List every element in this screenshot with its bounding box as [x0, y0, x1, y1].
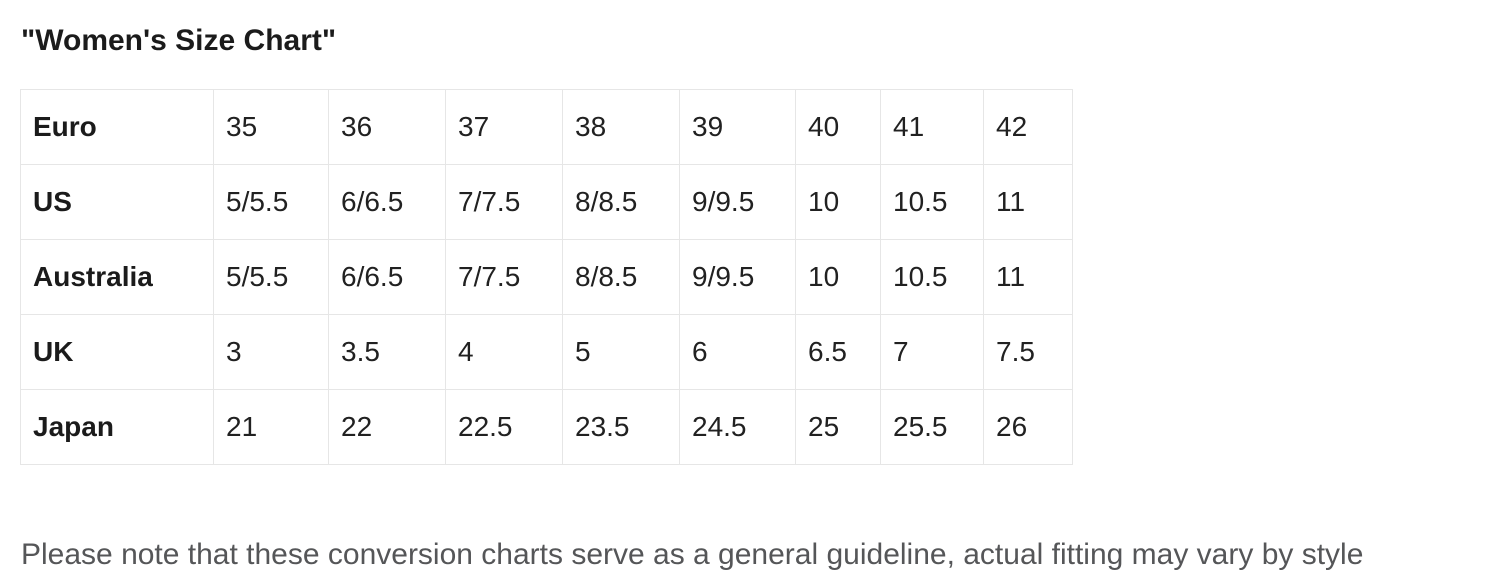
size-cell: 9/9.5 — [679, 239, 796, 315]
size-cell: 35 — [213, 89, 329, 165]
size-cell: 8/8.5 — [562, 239, 680, 315]
size-cell: 36 — [328, 89, 446, 165]
page-title: "Women's Size Chart" — [21, 24, 337, 57]
size-cell: 10.5 — [880, 164, 984, 240]
size-cell: 37 — [445, 89, 563, 165]
size-cell: 42 — [983, 89, 1073, 165]
table-row: UK 3 3.5 4 5 6 6.5 7 7.5 — [20, 314, 1073, 390]
size-cell: 22 — [328, 389, 446, 465]
size-cell: 25 — [795, 389, 881, 465]
table-row: Japan 21 22 22.5 23.5 24.5 25 25.5 26 — [20, 389, 1073, 465]
size-cell: 24.5 — [679, 389, 796, 465]
row-label: UK — [20, 314, 214, 390]
size-cell: 11 — [983, 239, 1073, 315]
size-cell: 10 — [795, 239, 881, 315]
size-cell: 5 — [562, 314, 680, 390]
size-cell: 8/8.5 — [562, 164, 680, 240]
size-cell: 38 — [562, 89, 680, 165]
size-cell: 26 — [983, 389, 1073, 465]
row-label: US — [20, 164, 214, 240]
guideline-note: Please note that these conversion charts… — [21, 538, 1364, 571]
table-row: Australia 5/5.5 6/6.5 7/7.5 8/8.5 9/9.5 10 10.5… — [20, 239, 1073, 315]
table-row: Euro 35 36 37 38 39 40 41 42 — [20, 89, 1073, 165]
size-cell: 41 — [880, 89, 984, 165]
size-cell: 7 — [880, 314, 984, 390]
size-chart-table: Euro 35 36 37 38 39 40 41 42 US 5/5.5 6/6.5 7/7.5 8/8… — [20, 89, 1073, 465]
size-cell: 22.5 — [445, 389, 563, 465]
size-cell: 10 — [795, 164, 881, 240]
size-cell: 11 — [983, 164, 1073, 240]
size-cell: 6/6.5 — [328, 239, 446, 315]
size-cell: 10.5 — [880, 239, 984, 315]
size-cell: 39 — [679, 89, 796, 165]
size-cell: 7.5 — [983, 314, 1073, 390]
row-label: Australia — [20, 239, 214, 315]
size-cell: 3 — [213, 314, 329, 390]
size-cell: 3.5 — [328, 314, 446, 390]
size-cell: 4 — [445, 314, 563, 390]
size-cell: 5/5.5 — [213, 239, 329, 315]
size-cell: 25.5 — [880, 389, 984, 465]
size-cell: 6 — [679, 314, 796, 390]
size-cell: 7/7.5 — [445, 239, 563, 315]
size-cell: 5/5.5 — [213, 164, 329, 240]
row-label: Euro — [20, 89, 214, 165]
table-row: US 5/5.5 6/6.5 7/7.5 8/8.5 9/9.5 10 10.5 11 — [20, 164, 1073, 240]
size-cell: 7/7.5 — [445, 164, 563, 240]
size-cell: 21 — [213, 389, 329, 465]
size-cell: 6.5 — [795, 314, 881, 390]
size-cell: 23.5 — [562, 389, 680, 465]
size-cell: 9/9.5 — [679, 164, 796, 240]
row-label: Japan — [20, 389, 214, 465]
size-chart-body: Euro 35 36 37 38 39 40 41 42 US 5/5.5 6/6.5 7/7.5 8/8… — [20, 89, 1073, 465]
size-cell: 40 — [795, 89, 881, 165]
size-cell: 6/6.5 — [328, 164, 446, 240]
